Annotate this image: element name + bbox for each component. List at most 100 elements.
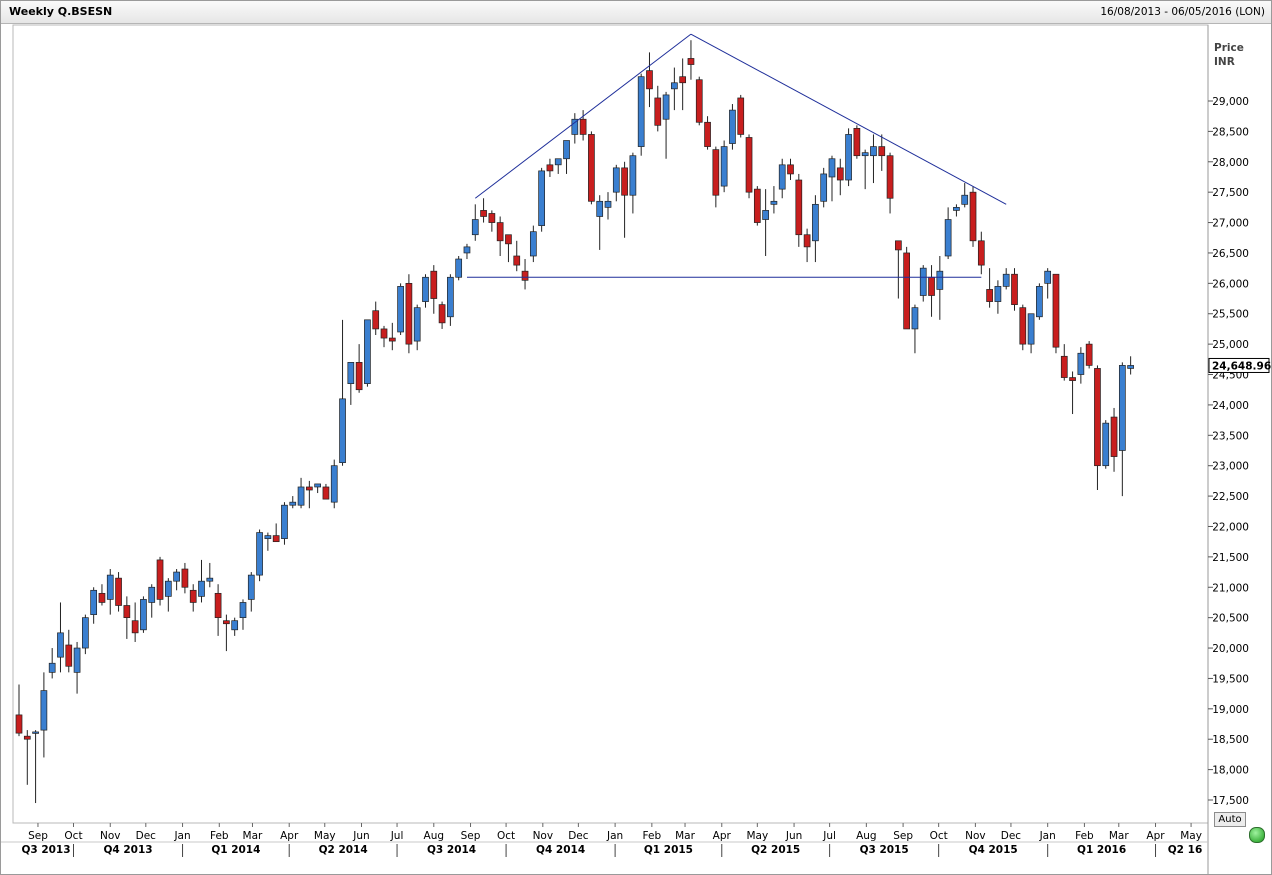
candle-down: [836, 167, 844, 181]
candle-up: [720, 146, 728, 187]
candle-down: [131, 620, 139, 634]
candle-up: [297, 486, 305, 506]
y-tick-label: 22,000: [1212, 521, 1249, 533]
x-tick-label: Jul: [390, 830, 404, 842]
x-tick-label: Dec: [1001, 830, 1022, 842]
candle-down: [579, 118, 587, 135]
candle-down: [679, 76, 687, 84]
x-tick-label: Nov: [100, 830, 121, 842]
candle-down: [977, 240, 985, 266]
candle-up: [239, 602, 247, 619]
candle-down: [687, 58, 695, 65]
candle-up: [206, 577, 214, 582]
y-tick-label: 26,500: [1212, 248, 1249, 260]
y-tick-label: 29,000: [1212, 96, 1249, 108]
candle-up: [289, 501, 297, 506]
candle-up: [364, 319, 371, 384]
candle-up: [330, 465, 338, 503]
x-tick-label: Apr: [1146, 830, 1165, 842]
candle-up: [563, 140, 570, 160]
candle-up: [1118, 365, 1126, 451]
candle-up: [762, 210, 769, 220]
x-tick-label: Oct: [930, 830, 948, 842]
x-tick-label: Mar: [675, 830, 695, 842]
candle-up: [729, 109, 736, 144]
candle-down: [98, 592, 106, 603]
candle-down: [795, 179, 803, 236]
candle-up: [397, 286, 404, 333]
candle-down: [712, 149, 720, 196]
candle-up: [140, 599, 147, 631]
candle-up: [1102, 422, 1110, 467]
x-tick-label: Jun: [785, 830, 802, 842]
candle-down: [753, 188, 761, 223]
candle-up: [1002, 273, 1010, 287]
x-tick-label: Jan: [1039, 830, 1056, 842]
x-tick-label: Apr: [713, 830, 732, 842]
candle-up: [164, 580, 172, 597]
candle-up: [40, 690, 48, 731]
candle-down: [646, 70, 653, 90]
candle-down: [621, 167, 628, 196]
y-tick-label: 28,500: [1212, 126, 1249, 138]
candle-up: [612, 167, 620, 193]
x-tick-label: Nov: [533, 830, 554, 842]
candle-down: [1110, 416, 1118, 457]
candle-down: [306, 486, 313, 491]
candle-down: [895, 240, 902, 251]
candle-up: [671, 82, 678, 90]
y-tick-label: 24,000: [1212, 400, 1249, 412]
quarter-label: Q1 2015: [644, 844, 693, 856]
auto-scale-button[interactable]: Auto: [1214, 812, 1246, 827]
x-tick-label: Feb: [1075, 830, 1094, 842]
candle-up: [281, 504, 288, 539]
candle-down: [878, 146, 886, 157]
candle-up: [422, 276, 429, 302]
candle-down: [23, 735, 31, 740]
candle-up: [264, 535, 272, 539]
last-price-label: 24,648.96: [1212, 360, 1271, 372]
y-tick-label: 19,000: [1212, 704, 1249, 716]
x-tick-label: Apr: [280, 830, 299, 842]
candle-down: [695, 79, 703, 123]
last-price-tag: [1208, 357, 1270, 373]
quarter-label: Q1 2014: [211, 844, 260, 856]
quarter-label: Q2 16: [1168, 844, 1203, 856]
candle-up: [936, 270, 944, 290]
candle-up: [538, 170, 545, 226]
x-tick-label: Aug: [856, 830, 877, 842]
zoom-handle-icon[interactable]: [1249, 827, 1265, 843]
date-range-label: 16/08/2013 - 06/05/2016 (LON): [1100, 6, 1265, 18]
candle-down: [505, 234, 512, 245]
candle-up: [529, 231, 537, 257]
candle-up: [32, 731, 39, 734]
candle-down: [886, 155, 894, 199]
y-tick-label: 22,500: [1212, 491, 1249, 503]
candle-down: [1019, 307, 1027, 345]
candle-up: [861, 152, 869, 157]
y-tick-label: 20,000: [1212, 643, 1249, 655]
y-tick-label: 23,000: [1212, 461, 1249, 473]
y-tick-label: 26,000: [1212, 278, 1249, 290]
x-tick-label: Dec: [568, 830, 589, 842]
y-tick-label: 21,500: [1212, 552, 1249, 564]
x-tick-label: Dec: [136, 830, 157, 842]
x-tick-label: Sep: [893, 830, 913, 842]
candle-down: [737, 97, 745, 135]
x-tick-label: Nov: [965, 830, 986, 842]
x-tick-label: Oct: [497, 830, 515, 842]
y-tick-label: 17,500: [1212, 795, 1249, 807]
candle-down: [223, 620, 230, 625]
candle-up: [1044, 270, 1052, 284]
candle-up: [953, 207, 960, 211]
quarter-label: Q1 2016: [1077, 844, 1126, 856]
x-tick-label: Sep: [461, 830, 481, 842]
quarter-label: Q4 2015: [969, 844, 1018, 856]
x-tick-label: Sep: [28, 830, 48, 842]
x-tick-label: May: [1180, 830, 1202, 842]
candle-up: [82, 617, 89, 649]
candle-down: [181, 568, 189, 588]
candle-down: [322, 486, 330, 500]
